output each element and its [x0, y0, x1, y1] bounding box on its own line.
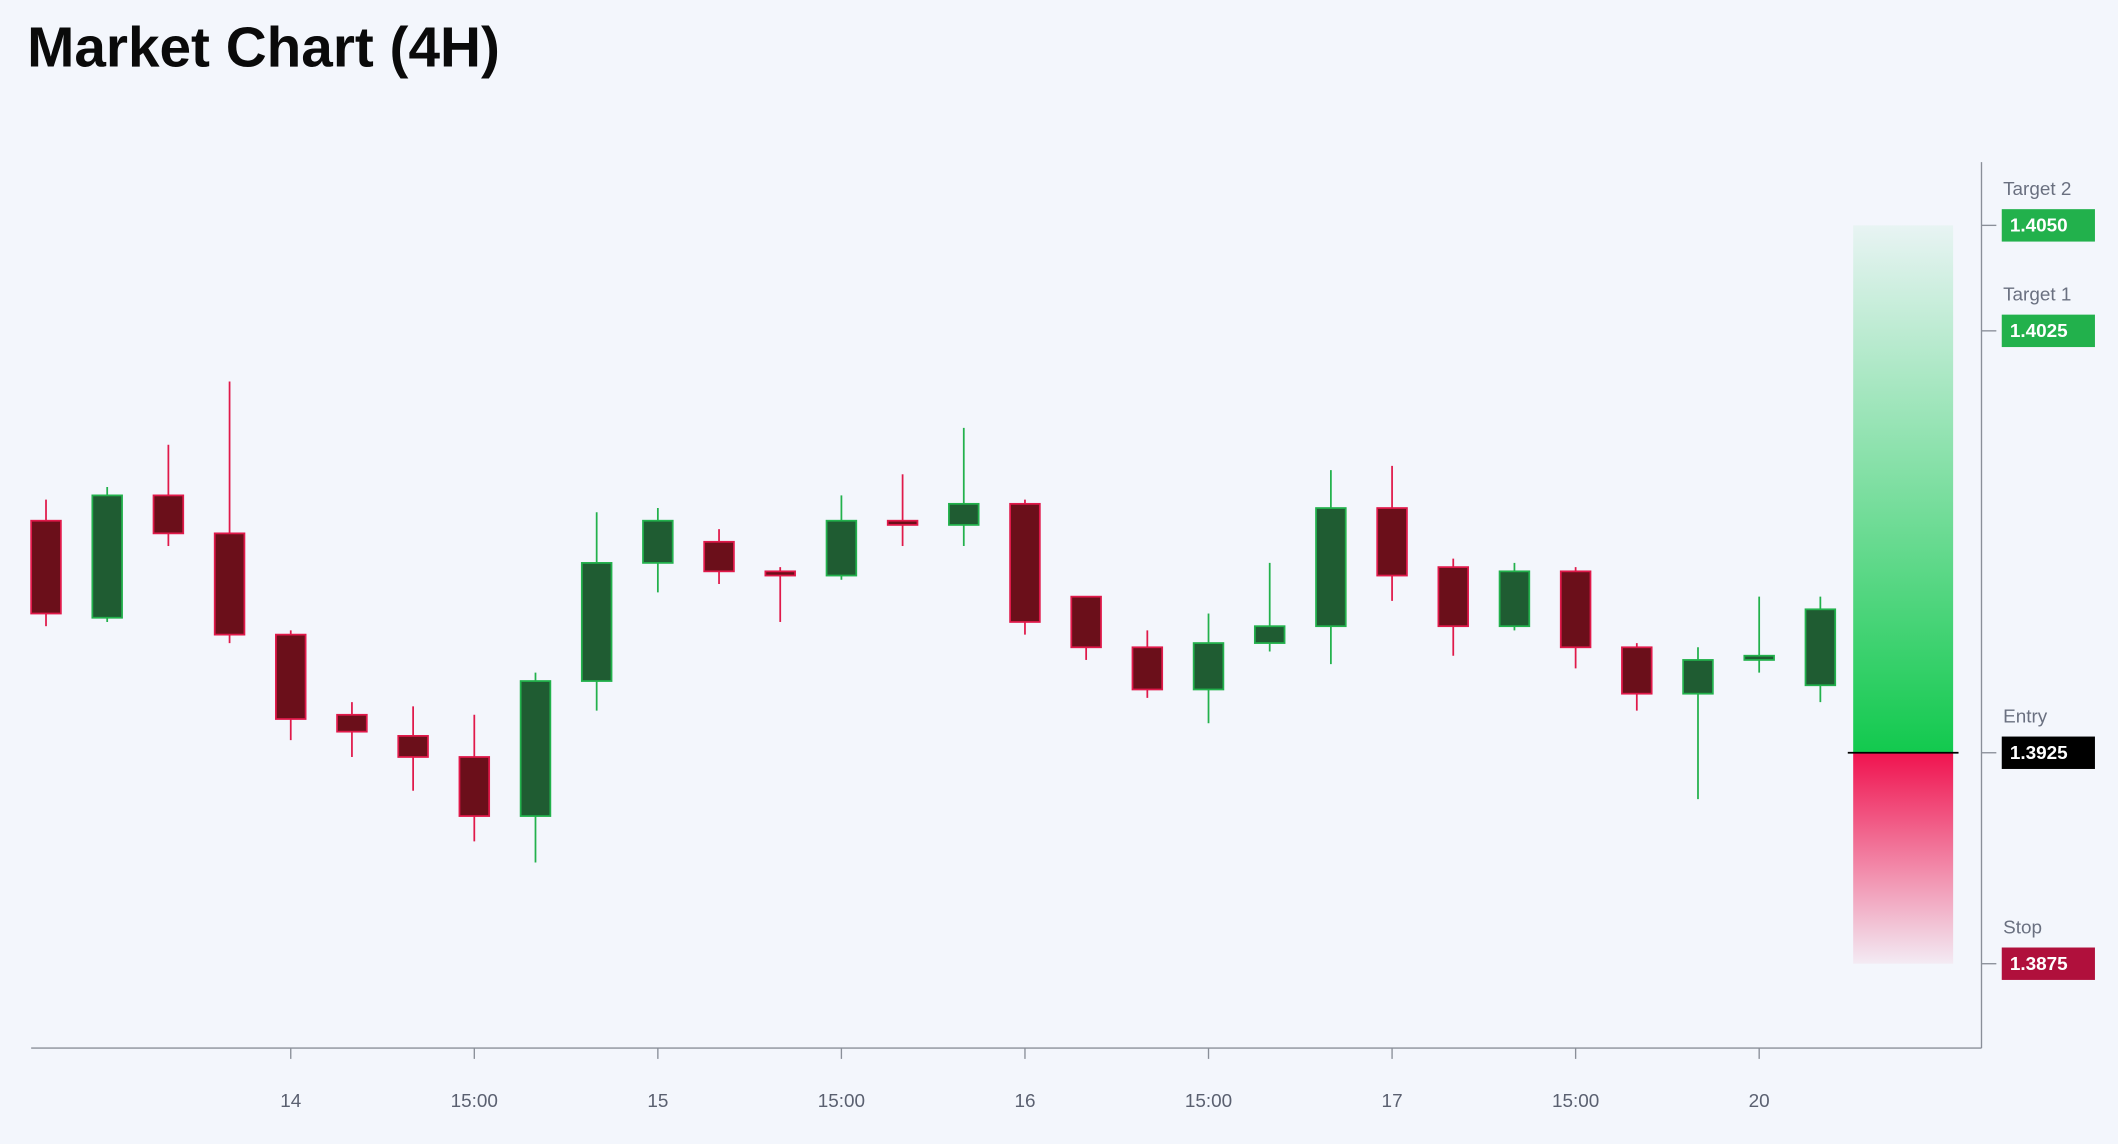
candle-body — [152, 494, 185, 535]
candle-body — [1559, 570, 1592, 649]
candle-body — [642, 519, 674, 564]
reward-zone — [1853, 225, 1954, 753]
candle-body — [886, 519, 919, 526]
x-tick-label: 15 — [647, 1091, 668, 1112]
x-tick-label: 15:00 — [818, 1091, 865, 1112]
level-name: Entry — [2003, 707, 2048, 728]
candle-body — [519, 680, 552, 817]
level-badge — [2001, 209, 2095, 242]
level-value: 1.4050 — [2010, 216, 2068, 237]
candle-body — [580, 562, 613, 682]
x-tick-label: 20 — [1749, 1091, 1770, 1112]
candle-body — [703, 540, 735, 573]
x-tick-label: 17 — [1382, 1091, 1403, 1112]
candle-body — [213, 532, 246, 636]
candle-body — [948, 502, 980, 526]
candle-body — [1315, 507, 1347, 628]
candle-body — [275, 633, 307, 720]
level-name: Stop — [2003, 918, 2042, 939]
level-name: Target 1 — [2003, 285, 2071, 306]
candle-body — [1498, 570, 1531, 628]
chart-title: Market Chart (4H) — [27, 16, 500, 79]
level-badge — [2001, 736, 2095, 769]
candle-body — [1253, 625, 1286, 644]
level-value: 1.4025 — [2010, 321, 2068, 342]
x-tick-label: 14 — [280, 1091, 301, 1112]
x-tick-label: 16 — [1014, 1091, 1035, 1112]
candle-body — [397, 735, 429, 758]
candle-body — [1376, 507, 1408, 577]
candle-body — [1682, 659, 1714, 695]
candle-body — [91, 494, 123, 619]
candle-body — [30, 519, 62, 615]
candle-body — [458, 756, 491, 817]
candle-body — [1070, 595, 1102, 649]
level-badge — [2001, 314, 2095, 348]
level-value: 1.3875 — [2010, 954, 2068, 975]
level-badge — [2001, 947, 2095, 980]
candle-body — [1192, 642, 1225, 691]
x-tick-label: 15:00 — [1185, 1091, 1232, 1112]
candle-body — [825, 519, 858, 577]
candle-body — [1131, 646, 1164, 691]
candle-body — [764, 570, 796, 577]
x-tick-label: 15:00 — [1552, 1091, 1599, 1112]
level-value: 1.3925 — [2010, 743, 2068, 764]
candle-body — [1804, 608, 1837, 687]
candle-body — [1621, 646, 1653, 695]
candle-body — [1437, 566, 1469, 628]
risk-zone — [1853, 752, 1954, 964]
x-tick-label: 15:00 — [451, 1091, 498, 1112]
candle-body — [1743, 654, 1775, 661]
level-name: Target 2 — [2003, 179, 2071, 200]
candle-body — [1009, 502, 1041, 623]
candle-body — [336, 713, 368, 733]
